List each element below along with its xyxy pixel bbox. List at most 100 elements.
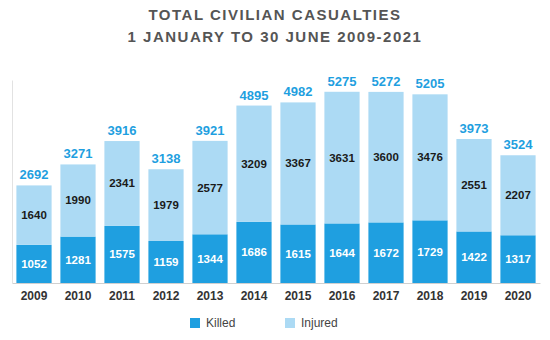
data-label: 1640	[21, 209, 47, 221]
data-label: 2341	[109, 177, 135, 189]
bars	[16, 92, 535, 283]
bar	[324, 223, 359, 283]
x-tick-label: 2011	[109, 289, 135, 303]
bar	[192, 141, 227, 234]
data-label: 2577	[197, 182, 223, 194]
x-tick-label: 2013	[197, 289, 224, 303]
total-label: 5205	[416, 76, 445, 91]
plot: 2009 2010 2011 2012 2013 2014 2015 2016 2017 2018…	[13, 74, 541, 303]
data-label: 1159	[154, 256, 179, 268]
bar	[280, 224, 315, 283]
x-tick: 2009	[21, 283, 48, 303]
total-label: 5275	[328, 74, 357, 89]
total-label: 5272	[372, 74, 401, 89]
chart: TOTAL CIVILIAN CASUALTIES 1 JANUARY TO 30…	[0, 0, 550, 340]
bar	[148, 169, 183, 241]
series-bars	[16, 92, 535, 245]
total-label: 4895	[240, 88, 269, 103]
subtitle: 1 JANUARY TO 30 JUNE 2009-2021	[128, 28, 423, 45]
total-label: 3524	[504, 137, 534, 152]
x-tick: 2010	[65, 283, 92, 303]
data-label: 1990	[65, 194, 91, 206]
total-label: 4982	[284, 84, 313, 99]
x-tick: 2013	[197, 283, 224, 303]
data-label: 3631	[329, 152, 355, 164]
bar	[368, 92, 403, 223]
bar	[104, 226, 139, 283]
data-label: 1686	[241, 246, 267, 258]
x-tick: 2011	[109, 283, 135, 303]
y-axis-line	[12, 81, 13, 284]
x-axis: 2009 2010 2011 2012 2013 2014 2015 2016 2017 2018…	[13, 283, 541, 303]
x-tick-label: 2018	[417, 289, 444, 303]
bar	[60, 237, 95, 283]
x-tick-label: 2012	[153, 289, 180, 303]
x-tick: 2012	[153, 283, 180, 303]
x-tick: 2014	[241, 283, 268, 303]
data-labels: 1052 1281 1575 1159 1344 1686 1615 1644 1672 1729…	[20, 74, 534, 270]
bar	[456, 139, 491, 231]
x-tick-label: 2010	[65, 289, 92, 303]
data-label: 1052	[21, 258, 47, 270]
data-label: 1422	[461, 251, 487, 263]
legend-label: Killed	[206, 316, 235, 330]
bar	[104, 141, 139, 226]
bar	[16, 245, 51, 283]
total-label: 3138	[152, 151, 181, 166]
legend-label: Injured	[301, 316, 338, 330]
total-label: 2692	[20, 167, 49, 182]
x-axis-line	[13, 283, 541, 284]
bar	[500, 155, 535, 235]
bar	[456, 231, 491, 283]
bar	[148, 241, 183, 283]
x-tick-label: 2014	[241, 289, 268, 303]
total-label: 3921	[196, 123, 225, 138]
x-tick-label: 2009	[21, 289, 48, 303]
legend-swatch	[190, 318, 200, 328]
data-label: 1615	[285, 248, 311, 260]
data-label: 1979	[153, 199, 179, 211]
x-tick: 2018	[417, 283, 444, 303]
x-tick-label: 2017	[373, 289, 400, 303]
bar	[280, 102, 315, 224]
y-axis	[12, 81, 13, 284]
x-tick: 2020	[505, 283, 532, 303]
x-tick: 2015	[285, 283, 312, 303]
legend-swatch	[285, 318, 295, 328]
data-label: 1575	[109, 248, 135, 260]
data-label: 1344	[197, 253, 223, 265]
x-tick-label: 2019	[461, 289, 488, 303]
bar	[236, 106, 271, 222]
bar	[368, 222, 403, 283]
data-label: 1729	[417, 246, 443, 258]
bar	[192, 234, 227, 283]
x-tick: 2017	[373, 283, 400, 303]
data-label: 1317	[505, 253, 531, 265]
data-label: 2551	[461, 179, 487, 191]
data-label: 2207	[505, 189, 531, 201]
total-label: 3271	[64, 146, 93, 161]
total-label: 3916	[108, 123, 137, 138]
bar	[16, 185, 51, 244]
data-label: 3476	[417, 151, 443, 163]
data-label: 1644	[329, 247, 355, 259]
bar	[60, 164, 95, 236]
bar	[236, 222, 271, 283]
bar	[324, 92, 359, 224]
data-label: 1672	[373, 247, 399, 259]
data-label: 3209	[241, 158, 267, 170]
x-tick-label: 2015	[285, 289, 312, 303]
x-tick-label: 2016	[329, 289, 356, 303]
bar	[500, 235, 535, 283]
bar	[412, 220, 447, 283]
legend-item: Killed	[190, 316, 235, 330]
x-tick-label: 2020	[505, 289, 532, 303]
title: TOTAL CIVILIAN CASUALTIES	[148, 6, 401, 23]
x-tick: 2016	[329, 283, 356, 303]
legend: Killed Injured	[190, 316, 338, 330]
legend-item: Injured	[285, 316, 338, 330]
data-label: 3600	[373, 151, 399, 163]
x-tick: 2019	[461, 283, 488, 303]
data-label: 3367	[285, 157, 311, 169]
data-label: 1281	[65, 254, 91, 266]
